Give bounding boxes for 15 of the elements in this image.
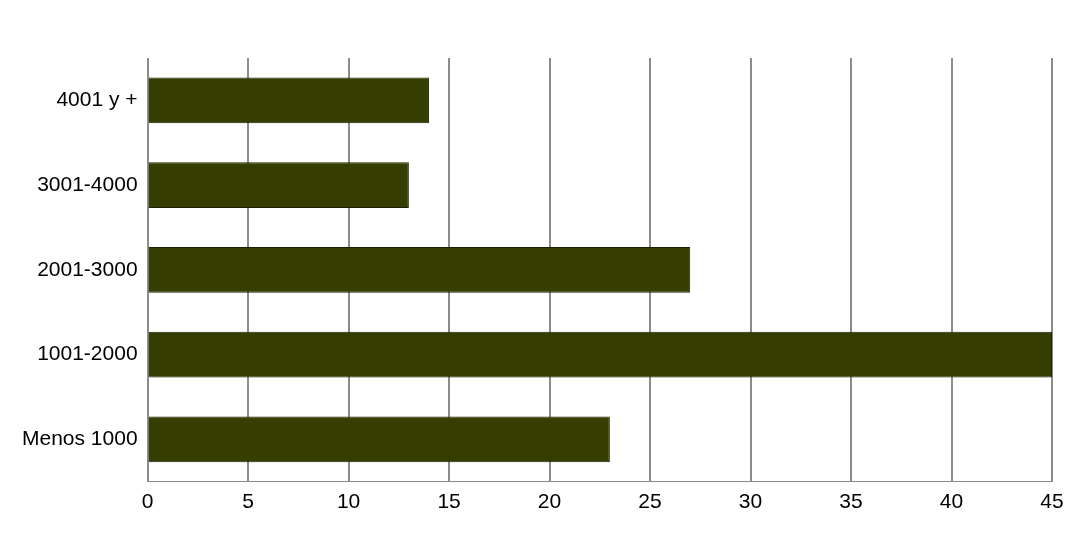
y-tick-label: 2001-3000	[37, 256, 138, 280]
x-tick-label: 5	[242, 489, 254, 513]
y-tick-label: 4001 y +	[56, 87, 138, 111]
x-tick-label: 30	[738, 489, 763, 513]
x-tick-label: 45	[1040, 489, 1064, 513]
x-tick-label: 35	[839, 489, 863, 513]
y-tick-label: Menos 1000	[21, 426, 138, 450]
x-tick-label: 20	[537, 489, 562, 513]
x-tick-label: 15	[437, 489, 461, 513]
x-tick-label: 25	[638, 489, 662, 513]
x-tick-label: 40	[939, 489, 964, 513]
y-tick-label: 1001-2000	[37, 341, 138, 365]
y-tick-label: 3001-4000	[37, 171, 138, 195]
x-tick-label: 0	[141, 489, 154, 513]
x-tick-label: 10	[336, 489, 361, 513]
